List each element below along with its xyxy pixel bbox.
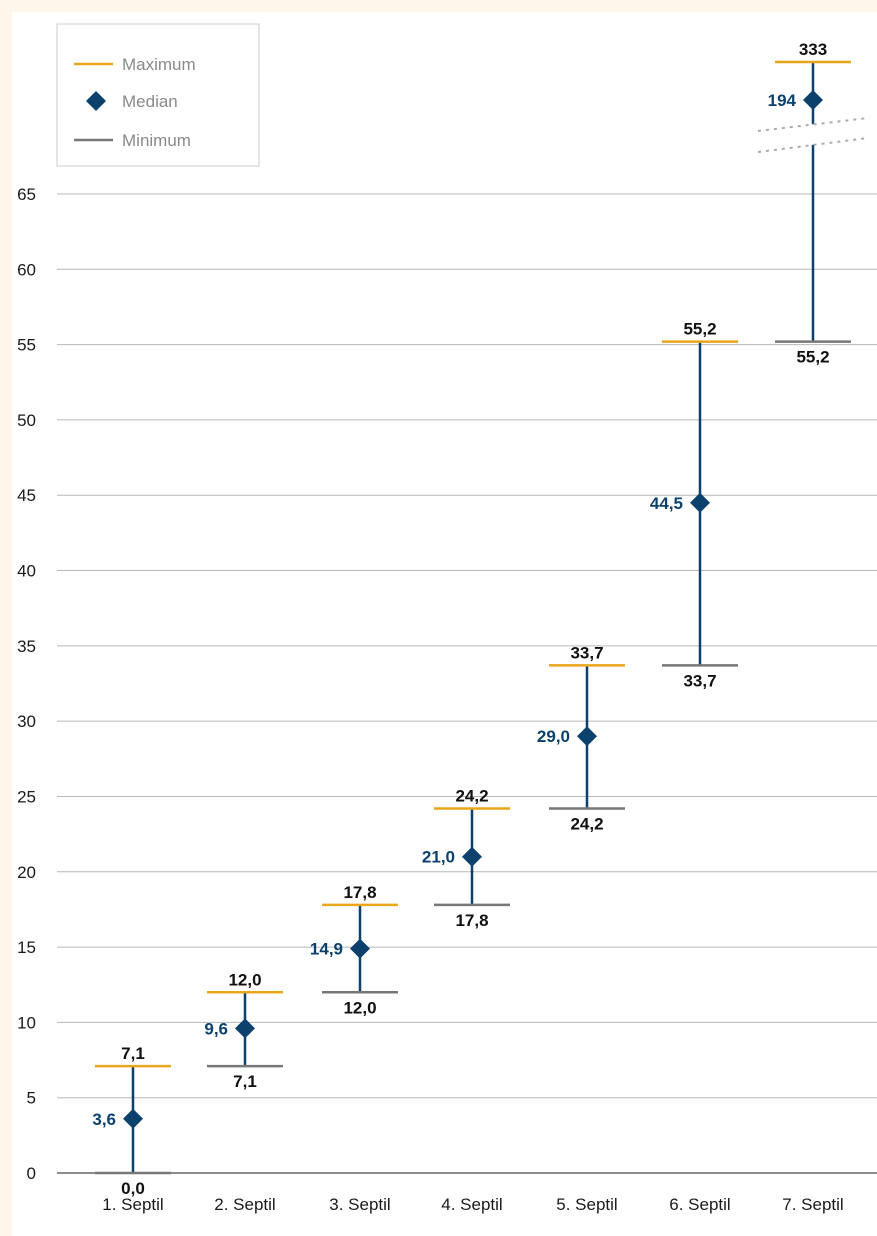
range-marks: 7,1 0,0 3,6 12,0 7,1 9,6 17,8 12,0 14,9 24,2 17,8 2… [92,40,871,1198]
legend-label-median: Median [122,92,178,111]
x-tick-label: 5. Septil [556,1195,617,1214]
x-tick-label: 3. Septil [329,1195,390,1214]
axis-break-line [757,117,869,132]
min-value-label: 55,2 [796,348,829,367]
y-tick-label: 50 [17,411,36,430]
median-marker-diamond-icon [123,1108,143,1129]
legend-label-max: Maximum [122,55,196,74]
axis-break-gap [758,117,871,152]
median-value-label: 29,0 [537,727,570,746]
septile-range-chart: 0 5 10 15 20 25 30 35 40 45 50 55 60 65 1. Septil 2. S… [12,12,877,1236]
legend-box [56,23,260,167]
median-value-label: 9,6 [204,1019,228,1038]
y-axis-ticks: 0 5 10 15 20 25 30 35 40 45 50 55 60 65 [17,185,36,1183]
y-tick-label: 5 [27,1089,36,1108]
x-tick-label: 6. Septil [669,1195,730,1214]
y-tick-label: 40 [17,562,36,581]
median-marker-diamond-icon [803,90,823,110]
median-marker-diamond-icon [462,846,482,867]
min-value-label: 33,7 [683,671,716,690]
median-marker-diamond-icon [350,938,370,959]
max-value-label: 12,0 [228,970,261,989]
y-tick-label: 60 [17,260,36,279]
min-value-label: 24,2 [570,815,603,834]
axis-break-line [757,137,869,153]
legend-label-min: Minimum [122,131,191,150]
legend-diamond-icon [86,91,106,111]
median-value-label: 14,9 [310,940,343,959]
x-tick-label: 1. Septil [102,1195,163,1214]
median-value-label: 21,0 [422,848,455,867]
y-tick-label: 65 [17,185,36,204]
y-tick-label: 55 [17,336,36,355]
min-value-label: 0,0 [121,1179,145,1198]
max-value-label: 333 [799,40,827,59]
y-tick-label: 20 [17,863,36,882]
max-value-label: 24,2 [455,787,488,806]
median-value-label: 44,5 [650,494,683,513]
legend: Maximum Median Minimum [56,23,260,167]
y-tick-label: 30 [17,712,36,731]
median-marker-diamond-icon [690,492,710,513]
chart-svg: 0 5 10 15 20 25 30 35 40 45 50 55 60 65 1. Septil 2. S… [17,23,877,1214]
y-tick-label: 10 [17,1013,36,1032]
median-marker-diamond-icon [577,726,597,747]
y-tick-label: 45 [17,486,36,505]
min-value-label: 12,0 [343,998,376,1017]
x-tick-label: 4. Septil [441,1195,502,1214]
y-tick-label: 25 [17,787,36,806]
x-tick-label: 7. Septil [782,1195,843,1214]
x-tick-label: 2. Septil [214,1195,275,1214]
median-value-label: 194 [768,91,797,110]
max-value-label: 33,7 [570,643,603,662]
y-tick-label: 0 [27,1164,36,1183]
max-value-label: 7,1 [121,1044,145,1063]
y-tick-label: 35 [17,637,36,656]
max-value-label: 17,8 [343,883,376,902]
median-marker-diamond-icon [235,1018,255,1039]
min-value-label: 7,1 [233,1072,257,1091]
min-value-label: 17,8 [455,911,488,930]
grid-lines [57,193,877,1174]
x-axis-categories: 1. Septil 2. Septil 3. Septil 4. Septil 5. S… [102,1195,843,1214]
median-value-label: 3,6 [92,1110,116,1129]
max-value-label: 55,2 [683,320,716,339]
y-tick-label: 15 [17,938,36,957]
